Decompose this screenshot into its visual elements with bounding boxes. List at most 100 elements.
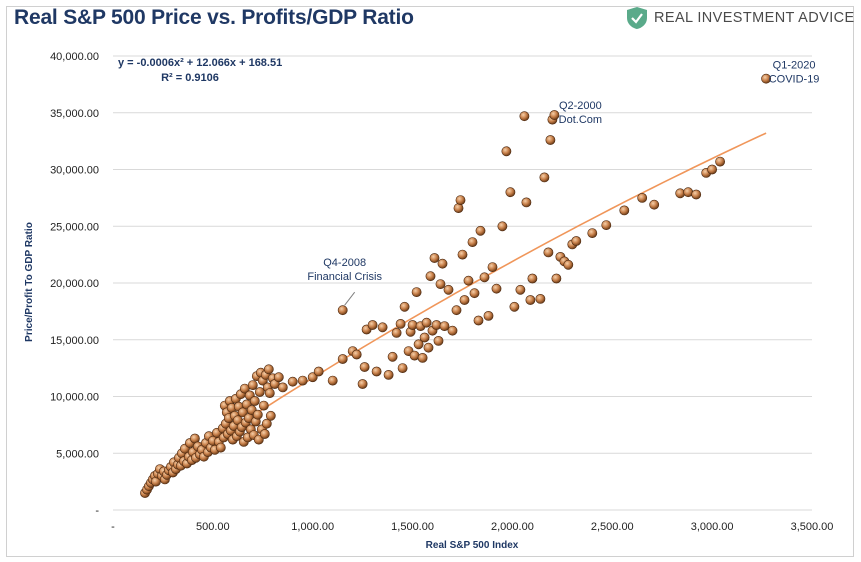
y-tick-label: - bbox=[95, 505, 99, 517]
data-point bbox=[359, 362, 370, 372]
data-point bbox=[501, 146, 512, 157]
data-point bbox=[571, 236, 582, 246]
data-point bbox=[491, 283, 502, 294]
y-tick-label: 25,000.00 bbox=[50, 221, 99, 233]
data-point bbox=[475, 225, 486, 236]
data-point bbox=[483, 310, 494, 321]
x-tick-label: 2,500.00 bbox=[591, 521, 634, 533]
annotation-leader bbox=[344, 291, 356, 306]
data-point bbox=[391, 327, 402, 338]
shield-check-icon bbox=[627, 7, 647, 29]
data-point bbox=[525, 295, 536, 305]
data-point bbox=[649, 199, 660, 210]
data-point bbox=[447, 325, 458, 336]
chart-title: Real S&P 500 Price vs. Profits/GDP Ratio bbox=[14, 6, 414, 29]
data-point bbox=[297, 375, 308, 386]
data-point bbox=[377, 322, 388, 333]
y-tick-label: 35,000.00 bbox=[50, 108, 99, 120]
data-point bbox=[337, 305, 348, 316]
data-point bbox=[467, 237, 478, 247]
data-point bbox=[463, 275, 474, 286]
data-point bbox=[587, 228, 598, 238]
data-point bbox=[527, 273, 538, 284]
data-point bbox=[261, 418, 272, 429]
data-point bbox=[351, 349, 362, 360]
annotation-label: Q1-2020 bbox=[773, 60, 816, 72]
data-point bbox=[383, 369, 394, 380]
chart-frame bbox=[6, 6, 854, 557]
data-point bbox=[457, 249, 468, 260]
data-point bbox=[451, 305, 462, 316]
y-axis-label: Price/Profit To GDP Ratio bbox=[24, 222, 35, 342]
y-tick-label: 40,000.00 bbox=[50, 51, 99, 63]
data-point bbox=[419, 332, 430, 343]
data-point bbox=[469, 288, 480, 299]
x-tick-label: 2,000.00 bbox=[491, 521, 534, 533]
data-point bbox=[543, 247, 554, 258]
data-point bbox=[425, 271, 436, 282]
data-point bbox=[253, 434, 264, 445]
data-point bbox=[407, 320, 418, 330]
data-point bbox=[439, 321, 450, 331]
x-tick-label: 3,500.00 bbox=[791, 521, 834, 533]
data-point bbox=[637, 192, 648, 203]
data-point bbox=[397, 363, 408, 373]
data-point bbox=[435, 279, 446, 289]
data-point bbox=[367, 320, 378, 330]
data-point bbox=[473, 315, 484, 326]
data-point bbox=[421, 317, 432, 328]
x-tick-label: 3,000.00 bbox=[691, 521, 734, 533]
annotation-label: Q2-2000 bbox=[559, 100, 602, 112]
x-axis-label: Real S&P 500 Index bbox=[426, 540, 519, 551]
data-point bbox=[443, 284, 454, 295]
data-point bbox=[549, 110, 560, 120]
data-point bbox=[429, 253, 440, 263]
data-point bbox=[433, 335, 444, 346]
data-point bbox=[545, 135, 556, 145]
data-point bbox=[601, 220, 612, 230]
data-point bbox=[327, 375, 338, 386]
data-point bbox=[423, 342, 434, 353]
annotation-label: COVID-19 bbox=[769, 74, 820, 86]
annotations: Q1-2020 COVID-19 Q2-2000 Dot.Com Q4-2008 Fina… bbox=[307, 60, 819, 306]
data-point bbox=[619, 205, 630, 216]
data-point bbox=[417, 352, 428, 363]
data-point bbox=[691, 189, 702, 200]
data-point bbox=[254, 387, 265, 397]
annotation-label: Dot.Com bbox=[559, 114, 602, 126]
y-tick-label: 5,000.00 bbox=[56, 448, 99, 460]
data-point bbox=[247, 380, 258, 390]
data-point bbox=[259, 429, 270, 439]
data-point bbox=[519, 111, 530, 122]
y-tick-label: 15,000.00 bbox=[50, 335, 99, 347]
data-point bbox=[399, 301, 410, 312]
data-point bbox=[551, 273, 562, 284]
trend-equation: y = -0.0006x² + 12.066x + 168.51 bbox=[118, 57, 282, 69]
data-point bbox=[707, 164, 717, 175]
y-tick-labels: - 5,000.00 10,000.00 15,000.00 20,000.00 25,0… bbox=[50, 51, 99, 517]
y-tick-label: 20,000.00 bbox=[50, 278, 99, 290]
data-point bbox=[479, 272, 490, 283]
annotation-label: Financial Crisis bbox=[307, 271, 382, 283]
data-points bbox=[140, 73, 771, 498]
x-tick-label: 1,000.00 bbox=[291, 521, 334, 533]
data-point bbox=[307, 372, 318, 383]
data-point bbox=[252, 409, 263, 420]
data-point bbox=[277, 382, 288, 393]
data-point bbox=[521, 197, 532, 208]
data-point bbox=[505, 187, 516, 198]
y-tick-label: 30,000.00 bbox=[50, 165, 99, 177]
data-point bbox=[313, 366, 324, 377]
data-point bbox=[487, 262, 498, 272]
data-point bbox=[509, 301, 520, 312]
data-point bbox=[761, 73, 771, 84]
data-point bbox=[431, 320, 442, 330]
data-point bbox=[249, 396, 260, 406]
x-tick-labels: - 500.00 1,000.00 1,500.00 2,000.00 2,500.00 3… bbox=[111, 521, 833, 533]
data-point bbox=[265, 410, 276, 421]
data-point bbox=[539, 172, 550, 183]
data-point bbox=[337, 354, 348, 364]
trend-r2: R² = 0.9106 bbox=[161, 72, 219, 84]
data-point bbox=[395, 318, 406, 329]
